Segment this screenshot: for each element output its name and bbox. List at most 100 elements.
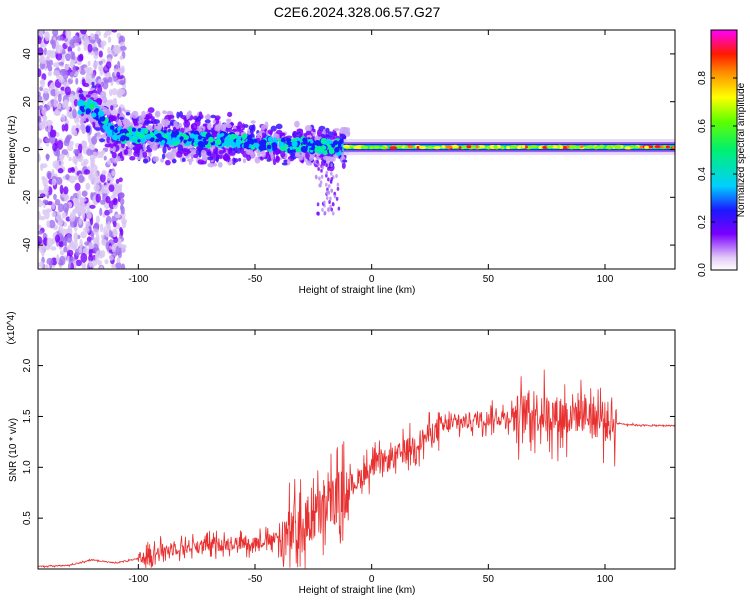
spectrogram-ticks: -100 -50 0 50 100 -40 -20 0 20 40 bbox=[22, 30, 675, 285]
spectrogram-cell bbox=[62, 202, 70, 213]
spectrogram-cell bbox=[147, 107, 155, 113]
spectrogram-cell bbox=[74, 202, 80, 208]
spectrogram-cell bbox=[42, 199, 49, 204]
spectrogram-cell bbox=[111, 263, 117, 269]
spectrogram-cell bbox=[81, 190, 88, 197]
spectrogram-cell bbox=[80, 161, 88, 167]
spectrogram-cell bbox=[634, 145, 639, 149]
spectrogram-cell bbox=[141, 110, 146, 119]
spectrogram-cell bbox=[39, 215, 46, 221]
spectrogram-cell bbox=[426, 145, 435, 150]
spectrogram-cell bbox=[260, 124, 266, 131]
spectrogram-cell bbox=[64, 196, 68, 202]
spectrogram-cell bbox=[54, 234, 61, 243]
spectrogram-cell bbox=[329, 196, 332, 201]
spectrogram-cell bbox=[327, 184, 331, 189]
spectrogram-cell bbox=[407, 145, 414, 149]
spectrogram-cell bbox=[97, 110, 105, 117]
spectrogram-cell bbox=[171, 158, 177, 164]
spectrogram-cell bbox=[331, 202, 335, 207]
spectrogram-cell bbox=[153, 119, 160, 125]
spectrogram-cell bbox=[57, 217, 64, 227]
spectrogram-cell bbox=[77, 54, 84, 62]
spectrogram-cell bbox=[280, 150, 286, 158]
spectrogram-cell bbox=[257, 151, 261, 158]
spectrogram-cell bbox=[99, 115, 106, 122]
spectrogram-cell bbox=[325, 163, 328, 168]
spectrogram-cell bbox=[119, 227, 123, 233]
spectrogram-cell bbox=[49, 129, 57, 138]
spectrogram-cell bbox=[305, 160, 312, 166]
spectrogram-cell bbox=[500, 146, 505, 150]
spectrogram-cell bbox=[613, 144, 622, 149]
spectrogram-cell bbox=[152, 156, 160, 162]
spectrogram-cell bbox=[142, 151, 148, 158]
spectrogram-cell bbox=[117, 250, 122, 259]
spectrogram-cell bbox=[93, 184, 100, 192]
spectrogram-cell bbox=[84, 66, 90, 74]
spectrogram-cell bbox=[261, 150, 266, 158]
spectrogram-cell bbox=[275, 155, 280, 163]
spectrogram-cell bbox=[334, 132, 338, 137]
spectrogram-cell bbox=[77, 89, 84, 94]
spectrogram-cell bbox=[441, 145, 446, 149]
spectrogram-cell bbox=[216, 124, 222, 131]
spectrogram-cell bbox=[302, 137, 308, 143]
spectrogram-cell bbox=[119, 116, 124, 121]
spectrogram-cell bbox=[91, 135, 98, 145]
spectrogram-cell bbox=[206, 156, 214, 161]
spectrogram-cell bbox=[119, 151, 123, 159]
spectrogram-x-axis-label: Height of straight line (km) bbox=[299, 285, 416, 296]
spectrogram-cell bbox=[315, 175, 318, 180]
spectrogram-cell bbox=[292, 133, 296, 138]
spectrogram-cell bbox=[321, 165, 325, 170]
spectrogram-cell bbox=[253, 138, 258, 143]
spectrogram-cell bbox=[42, 209, 46, 215]
spectrogram-cell bbox=[43, 184, 50, 192]
spectrogram-cell bbox=[156, 133, 162, 139]
spectrogram-cell bbox=[327, 177, 330, 182]
spectrogram-cell bbox=[74, 182, 81, 192]
spectrogram-cell bbox=[181, 157, 186, 163]
spectrogram-cell bbox=[95, 83, 102, 88]
spectrogram-cell bbox=[193, 153, 199, 159]
colorbar-tick-label: 0.6 bbox=[697, 119, 708, 133]
spectrogram-cell bbox=[433, 146, 441, 150]
spectrogram-cell bbox=[250, 151, 256, 159]
spectrogram-cell bbox=[273, 137, 278, 141]
spectrogram-cell bbox=[509, 145, 515, 149]
spectrogram-cell bbox=[58, 241, 65, 248]
spectrogram-cell bbox=[137, 139, 141, 143]
spectrogram-cell bbox=[314, 135, 321, 142]
spectrogram-cell bbox=[197, 140, 204, 148]
spectrogram-cell bbox=[107, 159, 112, 165]
spectrogram-cell bbox=[188, 110, 192, 117]
spectrogram-cell bbox=[125, 136, 130, 141]
spectrogram-cell bbox=[106, 108, 111, 116]
spectrogram-cell bbox=[227, 149, 231, 155]
spectrogram-cell bbox=[389, 146, 398, 150]
spectrogram-cell bbox=[208, 136, 214, 143]
spectrogram-cell bbox=[111, 244, 116, 253]
spectrogram-cell bbox=[242, 158, 247, 164]
spectrogram-cell bbox=[51, 169, 55, 177]
spectrogram-cell bbox=[65, 233, 73, 243]
spectrogram-cell bbox=[110, 105, 114, 111]
spectrogram-cell bbox=[306, 142, 311, 146]
spectrogram-cell bbox=[109, 208, 113, 214]
spectrogram-cell bbox=[163, 129, 167, 134]
spectrogram-cell bbox=[90, 157, 96, 167]
spectrogram-cell bbox=[639, 145, 643, 149]
spectrogram-cell bbox=[598, 144, 605, 148]
spectrogram-cell bbox=[95, 233, 100, 242]
spectrogram-cell bbox=[320, 168, 323, 173]
spectrogram-cell bbox=[296, 128, 304, 133]
spectrogram-cell bbox=[546, 145, 554, 149]
spectrogram-cell bbox=[189, 148, 196, 152]
spectrogram-cell bbox=[155, 138, 160, 143]
spectrogram-cell bbox=[64, 86, 71, 96]
spectrogram-cell bbox=[97, 131, 101, 137]
spectrogram-cell bbox=[170, 132, 178, 139]
spectrogram-cell bbox=[80, 30, 87, 35]
spectrogram-cell bbox=[256, 132, 262, 137]
